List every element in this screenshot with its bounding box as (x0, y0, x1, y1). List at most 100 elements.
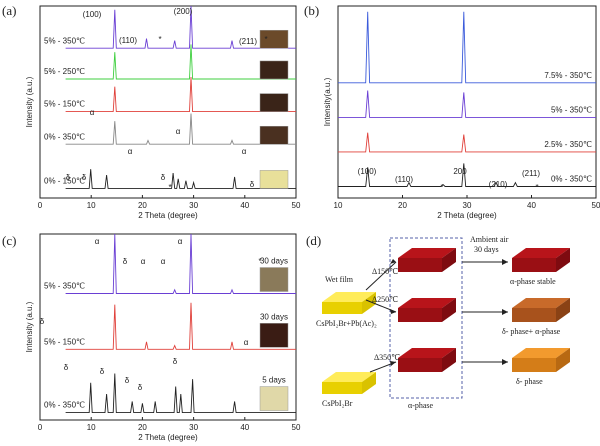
peak-annotation: (200) (174, 7, 193, 16)
panel-label: (a) (2, 3, 16, 18)
series-label: 5% - 250℃ (44, 67, 85, 76)
x-tick-label: 50 (592, 201, 600, 210)
xrd-trace (65, 76, 296, 113)
label: δ- phase+ α-phase (502, 327, 561, 336)
peak-annotation: α (176, 127, 181, 136)
peak-annotation: α (161, 257, 166, 266)
plot-frame (39, 5, 297, 199)
x-tick-label: 20 (138, 423, 147, 432)
peak-annotation: δ (40, 317, 45, 326)
label: α-phase stable (510, 277, 556, 286)
peak-annotation: * (264, 35, 267, 44)
peak-annotation: (110) (395, 175, 413, 184)
peak-annotation: δ (138, 383, 143, 392)
x-tick-label: 50 (292, 423, 301, 432)
xrd-trace (338, 163, 596, 187)
series-label: 0% - 350℃ (44, 401, 85, 410)
x-tick-label: 30 (189, 201, 198, 210)
peak-annotation: δ (250, 180, 255, 189)
peak-annotation: (100) (83, 10, 102, 19)
series-label: 5% - 350℃ (551, 105, 592, 114)
panel-label: (d) (306, 233, 321, 248)
label: Δ350℃ (374, 353, 400, 362)
peak-annotation: α (95, 237, 100, 246)
x-tick-label: 0 (38, 201, 43, 210)
series-label: 5% - 350℃ (44, 282, 85, 291)
series-label: 5% - 350℃ (44, 36, 85, 45)
xrd-trace (65, 5, 296, 49)
plot-frame (337, 5, 597, 199)
x-tick-label: 30 (463, 201, 472, 210)
x-tick-label: 30 (189, 423, 198, 432)
arrow (365, 261, 508, 373)
y-axis-label: Intensity (a.u.) (25, 76, 34, 127)
peak-annotation: δ (100, 367, 105, 376)
x-tick-label: 40 (240, 201, 249, 210)
xrd-trace (65, 373, 296, 414)
inset-label: 5 days (262, 376, 286, 385)
series-label: 7.5% - 350℃ (544, 71, 592, 80)
inset-photo (259, 170, 289, 189)
label: CsPbI₂Br (322, 399, 353, 408)
x-axis-label: 2 Theta (degree) (138, 433, 198, 442)
peak-annotation: α (244, 338, 249, 347)
series-label: 0% - 150℃ (44, 177, 85, 186)
inset-label: 30 days (260, 257, 288, 266)
xrd-trace (65, 113, 296, 145)
inset-photo (259, 29, 289, 49)
inset-label: 30 days (260, 312, 288, 321)
peak-annotation: α (128, 147, 133, 156)
xrd-trace (338, 11, 596, 84)
x-tick-label: 10 (87, 201, 96, 210)
peak-annotation: δ (123, 257, 128, 266)
peak-annotation: α (90, 108, 95, 117)
plot-frame (39, 233, 297, 421)
xrd-trace (65, 44, 296, 80)
x-axis-label: 2 Theta (degree) (138, 211, 198, 220)
x-tick-label: 20 (398, 201, 407, 210)
slab (322, 248, 570, 394)
peak-annotation: (100) (358, 167, 377, 176)
x-tick-label: 10 (334, 201, 343, 210)
label: Δ150℃ (372, 267, 398, 276)
xrd-trace (65, 169, 296, 189)
label: CsPbI₂Br+Pb(Ac)₂ (316, 319, 377, 328)
diagram: (d) Wet film CsPbI₂Br+Pb(Ac)₂ CsPbI₂Br Δ… (306, 233, 570, 410)
x-tick-label: 10 (87, 423, 96, 432)
peak-annotation: (211) (239, 37, 257, 46)
peak-annotation: δ (82, 173, 87, 182)
peak-annotation: 200 (453, 167, 467, 176)
peak-annotation: * (158, 35, 161, 44)
series-label: 5% - 150℃ (44, 100, 85, 109)
dashed-box (389, 237, 463, 399)
peak-annotation: α (141, 257, 146, 266)
inset-photo (259, 267, 289, 292)
xrd-trace (65, 233, 296, 294)
xrd-trace (338, 90, 596, 118)
x-tick-label: 50 (292, 201, 301, 210)
x-tick-label: 40 (240, 423, 249, 432)
inset-photo (259, 60, 289, 80)
x-tick-label: 0 (38, 423, 43, 432)
peak-annotation: * (258, 257, 261, 266)
peak-annotation: * (168, 183, 171, 192)
label: 30 days (474, 245, 499, 254)
inset-photo (259, 93, 289, 112)
y-axis-label: Intensity (a.u.) (25, 301, 34, 352)
peak-annotation: (210) (489, 180, 508, 189)
label: δ- phase (516, 377, 543, 386)
peak-annotation: δ (173, 357, 178, 366)
label: α-phase (408, 401, 434, 410)
inset-photo (259, 125, 289, 145)
label: Δ250℃ (372, 295, 398, 304)
peak-annotation: (110) (119, 36, 137, 45)
peak-annotation: * (535, 183, 538, 192)
x-tick-label: 20 (138, 201, 147, 210)
x-tick-label: 40 (527, 201, 536, 210)
series-label: 2.5% - 350℃ (544, 140, 592, 149)
panel-label: (c) (2, 233, 16, 248)
xrd-trace (338, 132, 596, 153)
panel-label: (b) (304, 3, 319, 18)
series-label: 0% - 350℃ (44, 132, 85, 141)
